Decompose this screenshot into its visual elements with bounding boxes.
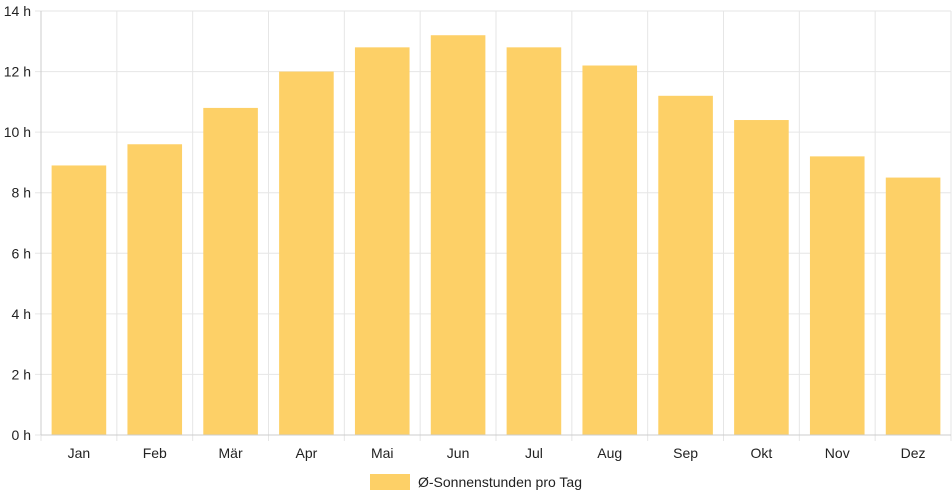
bar[interactable]: [885, 177, 941, 436]
x-tick-label: Nov: [825, 445, 850, 461]
axes: [40, 11, 951, 436]
x-tick-label: Mai: [371, 445, 394, 461]
y-tick-label: 8 h: [12, 185, 31, 201]
x-tick-label: Aug: [597, 445, 622, 461]
y-tick-label: 14 h: [4, 3, 31, 19]
x-tick-labels: Jan Feb Mär Apr Mai Jun Jul Aug Sep Okt Nov Dez: [68, 445, 926, 461]
bar[interactable]: [658, 95, 713, 436]
x-tick-label: Jun: [447, 445, 470, 461]
y-tick-label: 2 h: [12, 366, 31, 382]
y-tick-label: 10 h: [4, 124, 31, 140]
bar[interactable]: [506, 47, 562, 435]
x-tick-label: Feb: [143, 445, 167, 461]
bar[interactable]: [354, 47, 410, 435]
x-tick-label: Jan: [68, 445, 91, 461]
legend-swatch: [370, 474, 410, 490]
y-tick-label: 6 h: [12, 245, 31, 261]
x-tick-label: Jul: [525, 445, 543, 461]
bar[interactable]: [51, 165, 107, 435]
bar[interactable]: [582, 65, 638, 435]
x-tick-label: Sep: [673, 445, 698, 461]
bars: [51, 35, 941, 436]
y-tick-label: 12 h: [4, 64, 31, 80]
bar[interactable]: [279, 71, 334, 436]
x-tick-label: Okt: [751, 445, 773, 461]
legend-label: Ø-Sonnenstunden pro Tag: [418, 474, 582, 490]
x-tick-label: Mär: [219, 445, 243, 461]
y-tick-labels: 0 h 2 h 4 h 6 h 8 h 10 h 12 h 14 h: [4, 3, 31, 443]
bar[interactable]: [734, 120, 789, 436]
bar[interactable]: [430, 35, 486, 435]
bar[interactable]: [203, 107, 258, 436]
bar[interactable]: [809, 156, 865, 435]
y-tick-label: 4 h: [12, 306, 31, 322]
bar[interactable]: [127, 144, 183, 435]
x-tick-label: Dez: [901, 445, 926, 461]
legend[interactable]: Ø-Sonnenstunden pro Tag: [370, 474, 582, 490]
y-tick-label: 0 h: [12, 427, 31, 443]
x-tick-label: Apr: [296, 445, 318, 461]
grid-lines: [35, 10, 952, 441]
